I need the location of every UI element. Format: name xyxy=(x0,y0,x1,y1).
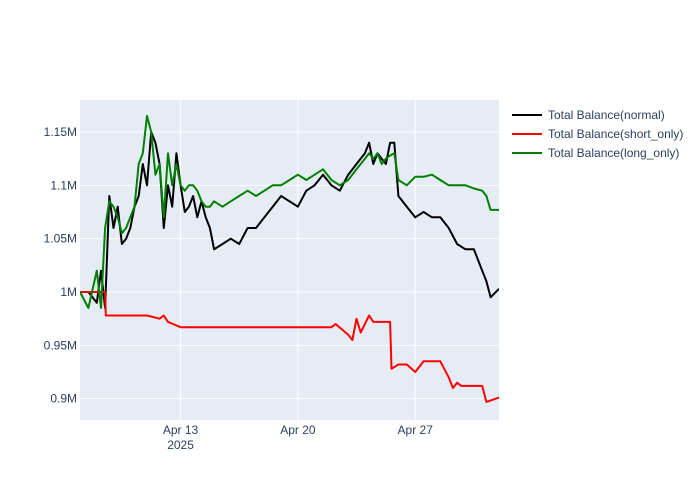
legend-label: Total Balance(short_only) xyxy=(548,127,683,141)
y-tick-label: 1.15M xyxy=(44,125,77,139)
legend-label: Total Balance(normal) xyxy=(548,108,665,122)
x-tick-label: Apr 27 xyxy=(398,423,434,437)
legend-item-2[interactable]: Total Balance(long_only) xyxy=(512,146,679,160)
y-tick-label: 1.1M xyxy=(50,178,77,192)
y-tick-label: 0.95M xyxy=(44,338,77,352)
y-tick-label: 1M xyxy=(60,285,77,299)
y-axis-ticks: 0.9M 0.95M 1M 1.05M 1.1M 1.15M xyxy=(44,125,77,406)
y-tick-label: 1.05M xyxy=(44,232,77,246)
series-line-0 xyxy=(80,131,499,309)
x-tick-label: Apr 13 xyxy=(163,423,199,437)
x-tick-label: Apr 20 xyxy=(280,423,316,437)
legend-item-0[interactable]: Total Balance(normal) xyxy=(512,108,665,122)
legend[interactable]: Total Balance(normal) Total Balance(short… xyxy=(512,108,683,160)
series-line-1 xyxy=(80,291,499,403)
legend-item-1[interactable]: Total Balance(short_only) xyxy=(512,127,683,141)
legend-label: Total Balance(long_only) xyxy=(548,146,679,160)
grid-lines xyxy=(80,100,499,420)
series-layer xyxy=(80,115,499,403)
series-line-2 xyxy=(80,115,499,309)
y-tick-label: 0.9M xyxy=(50,392,77,406)
x-tick-sublabel: 2025 xyxy=(167,438,194,452)
